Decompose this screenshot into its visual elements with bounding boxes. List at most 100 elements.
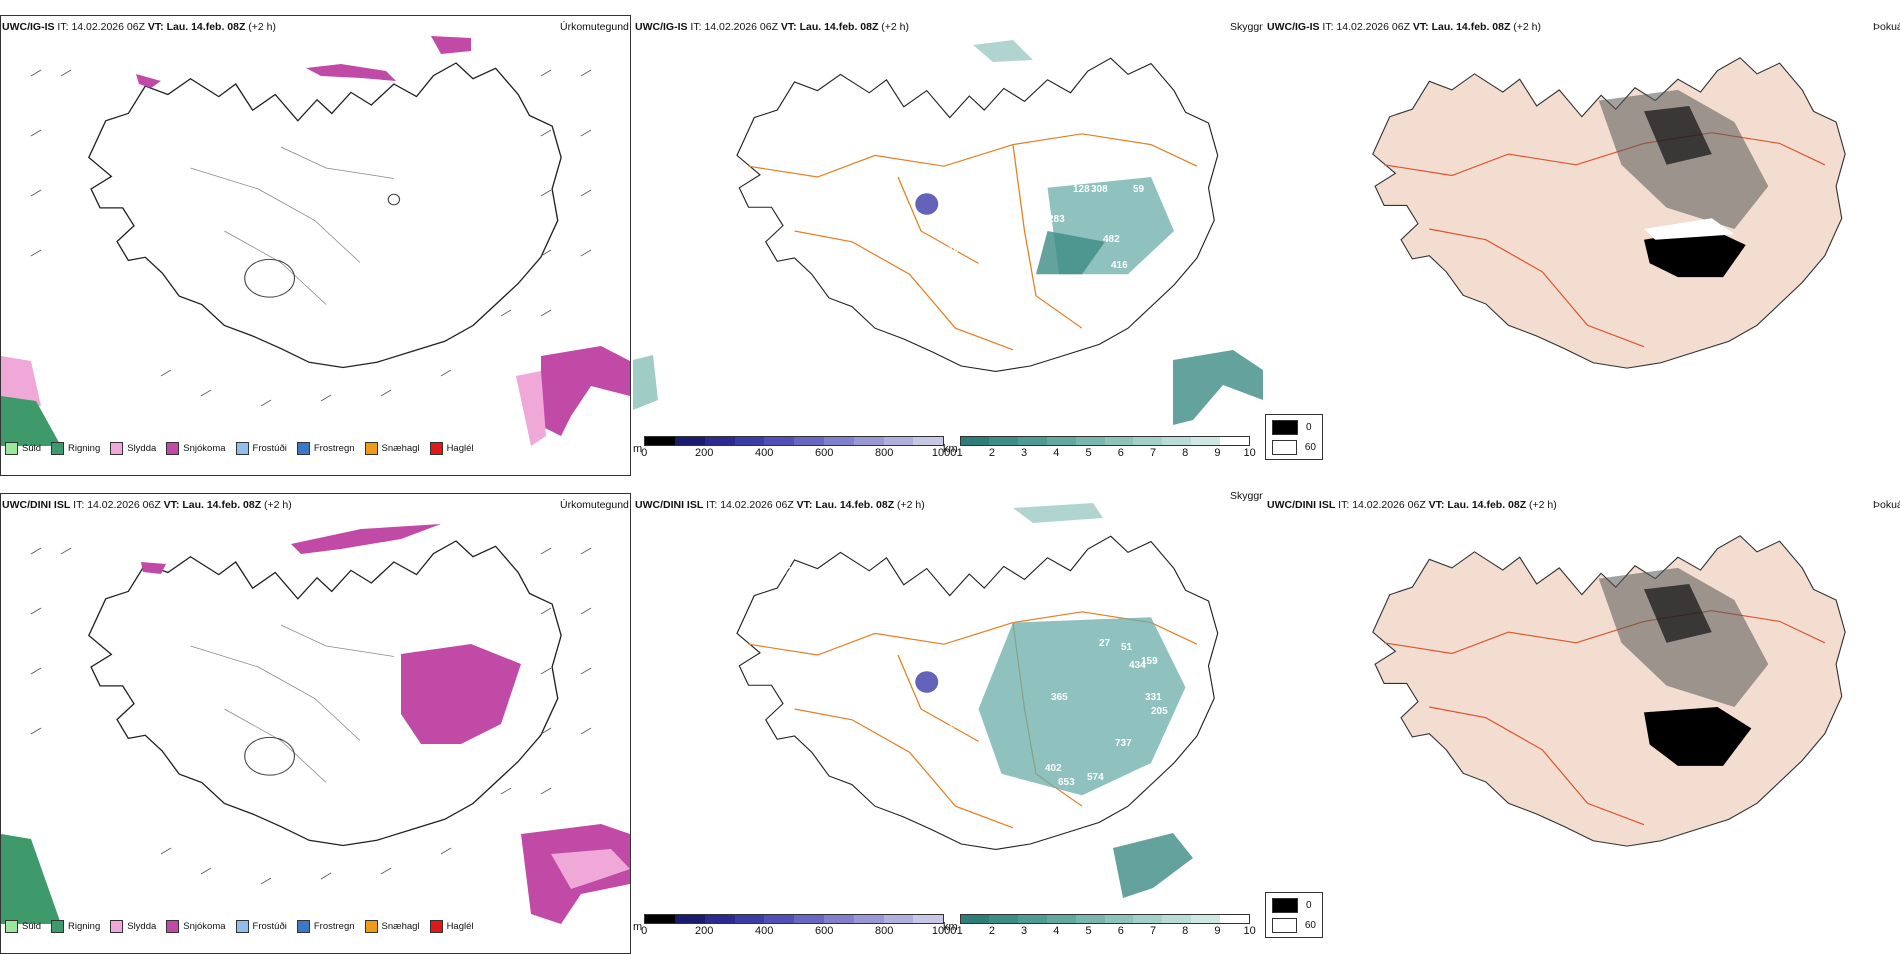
colorbar-tick: 200	[694, 925, 714, 937]
ceiling-colorbar: m 0 200 400 600 800 1000	[633, 436, 956, 460]
colorbar-tick: 7	[1149, 447, 1157, 459]
legend-swatch	[296, 920, 310, 933]
snow-area	[431, 36, 471, 54]
sleet-area	[551, 849, 630, 889]
svg-text:653: 653	[1058, 777, 1075, 788]
panel-title: UWC/DINI ISL IT: 14.02.2026 06Z VT: Lau.…	[1267, 499, 1557, 511]
colorbar-segment	[1191, 437, 1220, 445]
colorbar-tick: 4	[1053, 925, 1060, 937]
legend-swatch	[110, 442, 124, 455]
legend-label: Haglél	[446, 921, 474, 932]
rain-area	[1, 834, 61, 924]
legend-item: Rigning	[51, 442, 100, 455]
legend-label: Súld	[22, 443, 42, 454]
svg-text:737: 737	[1115, 738, 1132, 749]
svg-text:159: 159	[1141, 656, 1158, 667]
svg-text:283: 283	[1048, 214, 1065, 225]
legend-item: Súld	[5, 920, 41, 933]
legend-swatch	[166, 920, 180, 933]
legend-label: Frostregn	[313, 921, 355, 932]
low-vis-area	[1173, 350, 1263, 425]
svg-text:27: 27	[1099, 638, 1111, 649]
colorbar-tick: 3	[1021, 447, 1028, 459]
visibility-map: 283 482 469 402 416 166 128 308 20 59	[633, 40, 1263, 425]
legend-swatch	[235, 920, 249, 933]
parameter-name: Úrkomutegund	[560, 499, 629, 511]
colorbar-segment	[1047, 915, 1076, 923]
colorbar-tick: 3	[1021, 925, 1028, 937]
wind-barbs	[30, 547, 592, 885]
legend-label: Slydda	[127, 443, 157, 454]
legend-swatch	[5, 442, 18, 455]
colorbar-segment	[989, 915, 1019, 923]
fog-map	[1372, 535, 1846, 847]
svg-text:20: 20	[1115, 160, 1127, 171]
colorbar-segment	[764, 915, 795, 923]
colorbar-segment	[1018, 437, 1048, 445]
colorbar-segment	[704, 915, 735, 923]
colorbar-tick: 9	[1214, 447, 1221, 459]
colorbar-segment	[1219, 915, 1249, 923]
ceiling-labels: 365 402 653 574 737 331 205 159 434 51 2…	[781, 566, 1168, 816]
legend-item: Frostúði	[235, 442, 287, 455]
legend-item: Frostregn	[296, 442, 355, 455]
colorbar-segment	[913, 915, 944, 923]
legend-label: Súld	[22, 921, 42, 932]
svg-text:402: 402	[1045, 763, 1062, 774]
colorbar-segment	[853, 915, 884, 923]
colorbar-segment	[645, 915, 675, 923]
legend-swatch	[166, 442, 180, 455]
precip-legend: Súld Rigning Slydda Snjókoma Frostúði Frostre…	[5, 442, 474, 455]
colorbar-segment	[960, 915, 990, 923]
colorbar-tick: 10	[1243, 925, 1256, 937]
colorbar-tick: 4	[1053, 447, 1060, 459]
colorbar-tick: 1	[956, 447, 963, 459]
colorbar-segment	[734, 437, 765, 445]
colorbar-segment	[913, 437, 944, 445]
legend-label: Rigning	[68, 443, 101, 454]
colorbar-segment	[823, 915, 854, 923]
colorbar-tick: 600	[814, 447, 834, 459]
visibility-map: 365 402 653 574 737 331 205 159 434 51 2…	[736, 503, 1219, 898]
legend-label: Haglél	[446, 443, 474, 454]
colorbar-tick: 400	[754, 447, 774, 459]
colorbar-tick: 5	[1085, 925, 1092, 937]
low-vis-area	[633, 355, 658, 410]
parameter-name: Skyggni	[1230, 490, 1263, 502]
colorbar-segment	[704, 437, 735, 445]
colorbar-tick: 400	[754, 925, 774, 937]
colorbar-segment	[1104, 915, 1134, 923]
svg-text:308: 308	[1091, 184, 1108, 195]
svg-text:331: 331	[1145, 692, 1162, 703]
legend-swatch	[429, 920, 443, 933]
svg-text:205: 205	[1151, 706, 1168, 717]
legend-item: Snjókoma	[166, 442, 226, 455]
ceiling-colorbar: m 0 200 400 600 800 1000	[633, 914, 956, 938]
colorbar-tick: 8	[1182, 925, 1189, 937]
legend-item: Rigning	[51, 920, 100, 933]
colorbar-segment	[960, 437, 990, 445]
parameter-name: Úrkomutegund	[560, 21, 629, 33]
visibility-panel: 365 402 653 574 737 331 205 159 434 51 2…	[633, 478, 1263, 953]
precip-type-map	[1, 524, 630, 924]
svg-text:128: 128	[1073, 184, 1090, 195]
legend-label: Snæhagl	[381, 921, 420, 932]
legend-item: Haglél	[429, 442, 474, 455]
legend-label: Frostregn	[313, 443, 355, 454]
parameter-name: Þokuábendi	[1873, 21, 1900, 33]
legend-item: Snæhagl	[364, 442, 420, 455]
snow-area	[306, 64, 396, 81]
low-vis-area	[1113, 833, 1193, 898]
svg-text:482: 482	[1103, 234, 1120, 245]
legend-swatch	[51, 920, 65, 933]
colorbar-segment	[1133, 437, 1163, 445]
svg-text:574: 574	[1087, 772, 1104, 783]
rain-area	[1, 396, 61, 446]
precip-type-map	[1, 36, 630, 446]
precip-type-panel: Súld Rigning Slydda Snjókoma Frostúði Frostre…	[0, 493, 631, 954]
colorbar-segment	[1104, 437, 1134, 445]
snow-area	[291, 524, 441, 554]
fog-map	[1372, 57, 1846, 369]
low-vis-area	[1013, 503, 1103, 523]
colorbar-tick: 800	[874, 447, 894, 459]
